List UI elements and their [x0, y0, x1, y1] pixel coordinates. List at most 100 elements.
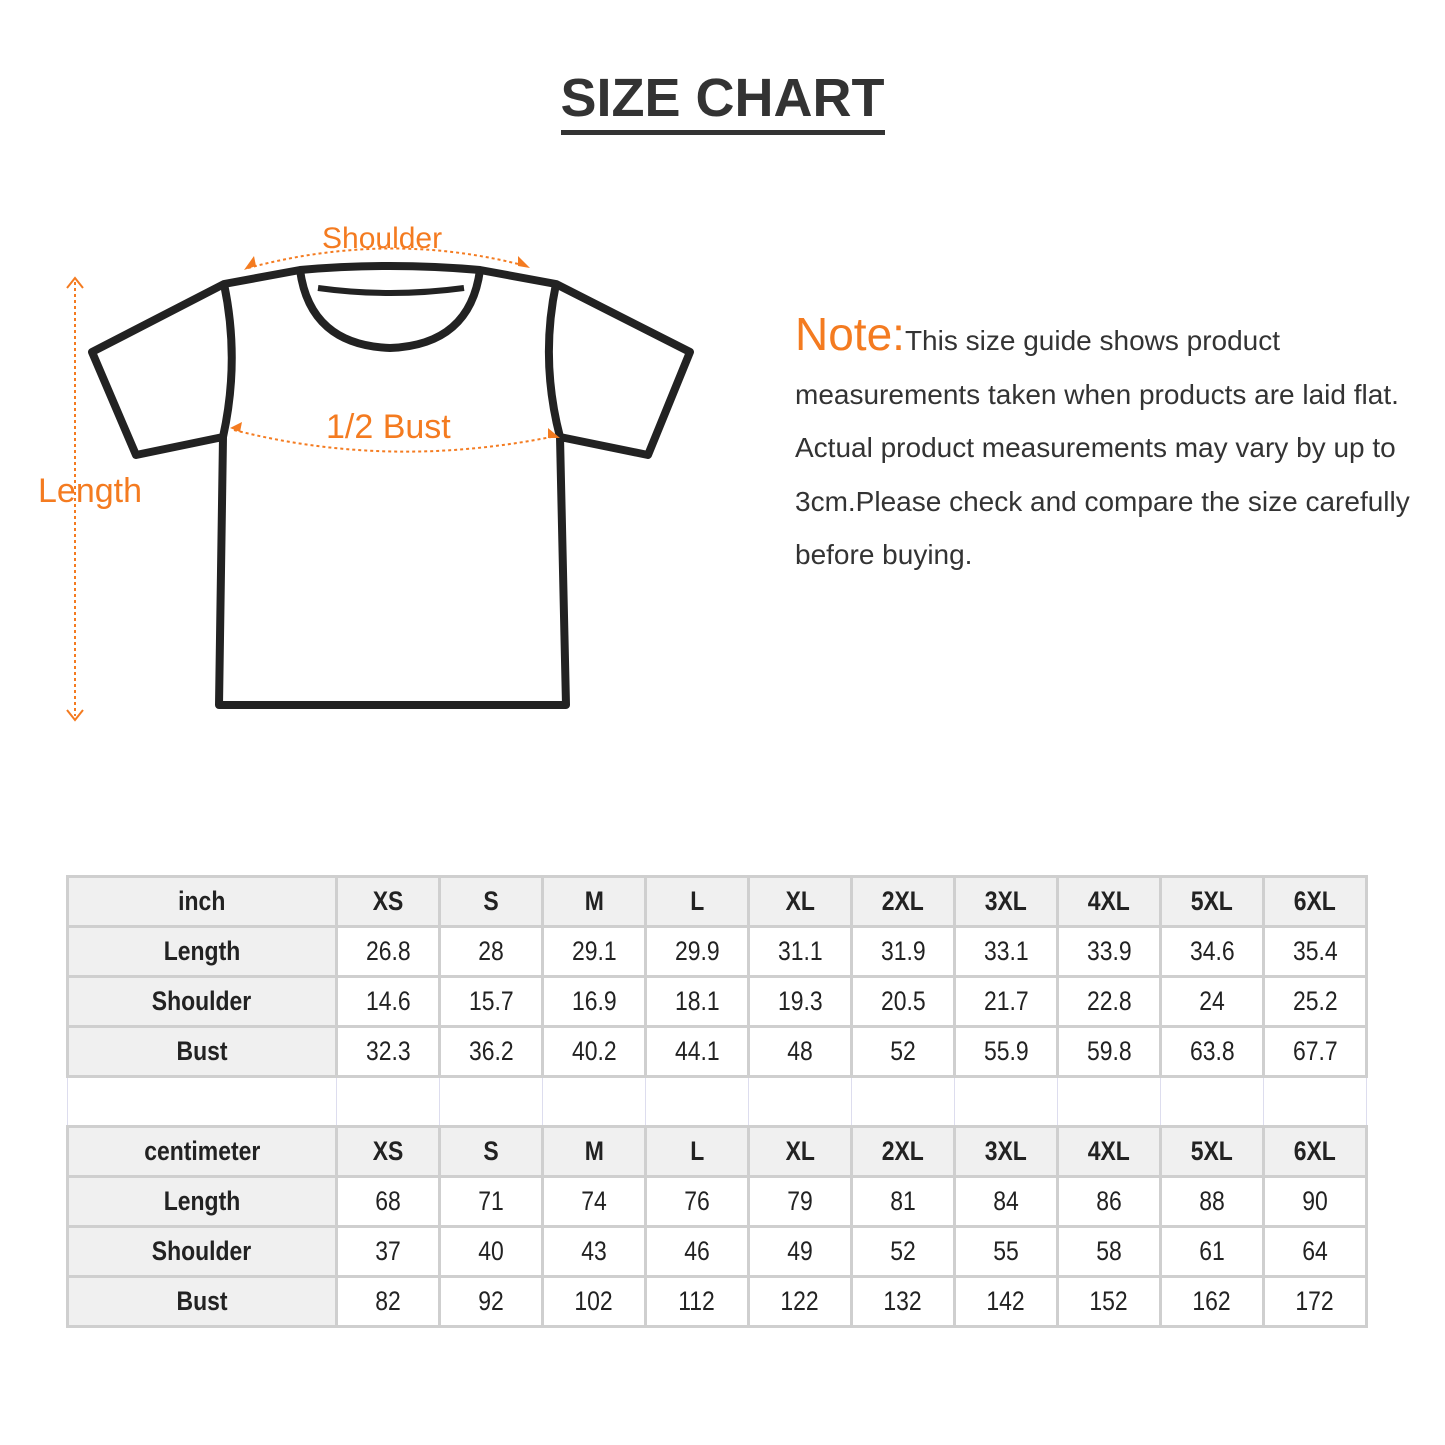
size-header: 4XL: [1056, 1125, 1162, 1178]
value-cell: 58: [1056, 1225, 1162, 1278]
size-header-text: 5XL: [1190, 1136, 1234, 1166]
value-cell-text: 86: [1096, 1186, 1122, 1216]
value-cell-text: 88: [1199, 1186, 1225, 1216]
unit-header-text: inch: [178, 886, 226, 916]
value-cell-text: 16.9: [571, 986, 617, 1016]
value-cell: 68: [335, 1175, 441, 1228]
value-cell: 48: [747, 1025, 853, 1078]
value-cell-text: 15.7: [468, 986, 514, 1016]
tshirt-outline: [88, 262, 694, 709]
value-cell-text: 81: [890, 1186, 916, 1216]
value-cell-text: 84: [993, 1186, 1019, 1216]
size-header-text: XS: [372, 1136, 404, 1166]
empty-cell: [336, 1075, 440, 1128]
value-cell-text: 67.7: [1292, 1036, 1338, 1066]
value-cell: 24: [1159, 975, 1265, 1028]
empty-cell: [1057, 1075, 1161, 1128]
row-label-text: Length: [163, 1186, 241, 1216]
size-header: L: [644, 1125, 750, 1178]
value-cell: 61: [1159, 1225, 1265, 1278]
value-cell: 52: [850, 1225, 956, 1278]
value-cell-text: 122: [780, 1286, 820, 1316]
value-cell-text: 19.3: [777, 986, 823, 1016]
value-cell: 21.7: [953, 975, 1059, 1028]
value-cell-text: 37: [375, 1236, 401, 1266]
value-cell: 44.1: [644, 1025, 750, 1078]
arrowhead-icon: [548, 428, 560, 438]
row-label: Bust: [66, 1025, 338, 1078]
value-cell: 74: [541, 1175, 647, 1228]
value-cell: 81: [850, 1175, 956, 1228]
arrowhead-icon: [230, 422, 242, 432]
value-cell-text: 32.3: [365, 1036, 411, 1066]
empty-cell: [851, 1075, 955, 1128]
value-cell: 28: [438, 925, 544, 978]
value-cell: 32.3: [335, 1025, 441, 1078]
size-header-text: 2XL: [881, 1136, 925, 1166]
empty-cell: [439, 1075, 543, 1128]
value-cell: 67.7: [1262, 1025, 1368, 1078]
size-header-text: 2XL: [881, 886, 925, 916]
collar-inner: [317, 285, 465, 296]
value-cell: 33.1: [953, 925, 1059, 978]
value-cell-text: 36.2: [468, 1036, 514, 1066]
size-header-text: M: [584, 886, 604, 916]
size-header: XS: [335, 875, 441, 928]
value-cell: 142: [953, 1275, 1059, 1328]
bust-label: 1/2 Bust: [326, 408, 451, 446]
value-cell-text: 59.8: [1086, 1036, 1132, 1066]
value-cell-text: 28: [478, 936, 504, 966]
value-cell-text: 172: [1295, 1286, 1335, 1316]
value-cell-text: 152: [1089, 1286, 1129, 1316]
size-header: 6XL: [1262, 875, 1368, 928]
unit-header: centimeter: [66, 1125, 338, 1178]
size-header: 6XL: [1262, 1125, 1368, 1178]
value-cell: 31.9: [850, 925, 956, 978]
size-header: XS: [335, 1125, 441, 1178]
size-header-text: 4XL: [1087, 1136, 1131, 1166]
size-header: 3XL: [953, 875, 1059, 928]
value-cell: 152: [1056, 1275, 1162, 1328]
value-cell-text: 18.1: [674, 986, 720, 1016]
value-cell-text: 71: [478, 1186, 504, 1216]
value-cell: 35.4: [1262, 925, 1368, 978]
value-cell: 29.1: [541, 925, 647, 978]
size-header: 5XL: [1159, 875, 1265, 928]
row-label: Shoulder: [66, 1225, 338, 1278]
arrowhead-icon: [66, 709, 84, 722]
empty-cell: [645, 1075, 749, 1128]
value-cell-text: 24: [1199, 986, 1225, 1016]
value-cell: 52: [850, 1025, 956, 1078]
value-cell-text: 55: [993, 1236, 1019, 1266]
row-label: Length: [66, 925, 338, 978]
size-header: XL: [747, 1125, 853, 1178]
empty-cell: [542, 1075, 646, 1128]
value-cell-text: 31.1: [777, 936, 823, 966]
value-cell: 88: [1159, 1175, 1265, 1228]
size-header-text: 4XL: [1087, 886, 1131, 916]
size-header-text: S: [483, 1136, 499, 1166]
value-cell: 90: [1262, 1175, 1368, 1228]
row-label-text: Bust: [176, 1286, 228, 1316]
value-cell-text: 48: [787, 1036, 813, 1066]
size-header-text: L: [689, 1136, 705, 1166]
value-cell: 31.1: [747, 925, 853, 978]
unit-header: inch: [66, 875, 338, 928]
value-cell-text: 44.1: [674, 1036, 720, 1066]
value-cell: 86: [1056, 1175, 1162, 1228]
size-header-text: XS: [372, 886, 404, 916]
shoulder-arrow: [247, 247, 527, 269]
value-cell-text: 82: [375, 1286, 401, 1316]
value-cell-text: 22.8: [1086, 986, 1132, 1016]
size-header: S: [438, 1125, 544, 1178]
value-cell: 59.8: [1056, 1025, 1162, 1078]
value-cell-text: 79: [787, 1186, 813, 1216]
size-header-text: S: [483, 886, 499, 916]
value-cell-text: 61: [1199, 1236, 1225, 1266]
empty-cell: [1160, 1075, 1264, 1128]
arrowhead-icon: [244, 256, 256, 270]
tshirt-diagram: [66, 247, 694, 722]
size-header-text: 5XL: [1190, 886, 1234, 916]
size-header-text: L: [689, 886, 705, 916]
